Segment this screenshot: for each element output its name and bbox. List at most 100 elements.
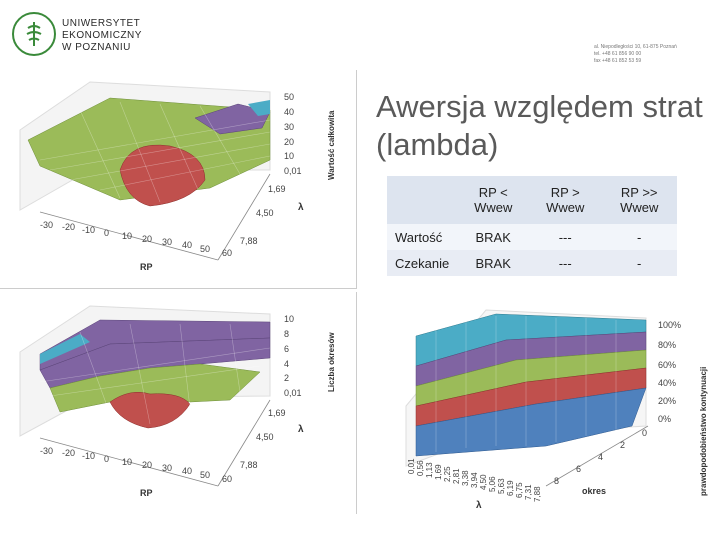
- rp-tick: 40: [182, 466, 192, 476]
- rp-tick: 20: [142, 460, 152, 470]
- x-axis-label: RP: [140, 488, 153, 498]
- z-tick: 50: [284, 92, 294, 102]
- x-axis-label: RP: [140, 262, 153, 272]
- rp-tick: 0: [104, 228, 109, 238]
- table-cell: ---: [529, 250, 602, 276]
- logo-line: UNIWERSYTET: [62, 18, 141, 29]
- table-cell: ---: [529, 224, 602, 250]
- lambda-tick: 4,50: [256, 432, 274, 442]
- y-axis-label: λ: [298, 202, 304, 213]
- lambda-tick: 1,69: [268, 184, 286, 194]
- rp-tick: 40: [182, 240, 192, 250]
- z-tick: 2: [284, 373, 289, 383]
- rp-tick: -20: [62, 448, 75, 458]
- surface-chart-total-value: 50 40 30 20 10 0,01 Wartość całkowita 1,…: [0, 70, 357, 289]
- header-text: RP < Wwew: [474, 185, 513, 215]
- z-tick: 40%: [658, 378, 676, 388]
- surface-chart-svg: 50 40 30 20 10 0,01 Wartość całkowita 1,…: [19, 81, 336, 272]
- lambda-tick: 7,88: [240, 236, 258, 246]
- z-axis-label: Wartość całkowita: [327, 110, 336, 180]
- address-line: al. Niepodległości 10, 61-875 Poznań: [594, 44, 677, 50]
- row-label: Wartość: [387, 224, 458, 250]
- rp-tick: 60: [222, 474, 232, 484]
- rp-tick: 30: [162, 237, 172, 247]
- z-tick: 80%: [658, 340, 676, 350]
- z-axis-label: Liczba okresów: [327, 332, 336, 392]
- surface-chart-svg: 10 8 6 4 2 0,01 Liczba okresów 1,69 4,50…: [19, 305, 336, 498]
- lambda-tick: 0,56: [416, 460, 425, 476]
- okres-tick: 2: [620, 440, 625, 450]
- rp-tick: 10: [122, 457, 132, 467]
- z-tick: 40: [284, 107, 294, 117]
- z-tick: 20: [284, 137, 294, 147]
- z-tick: 20%: [658, 396, 676, 406]
- z-tick: 10: [284, 314, 294, 324]
- rp-tick: -20: [62, 222, 75, 232]
- table-cell: -: [601, 250, 678, 276]
- logo-line: EKONOMICZNY: [62, 30, 142, 41]
- logo-line: W POZNANIU: [62, 42, 131, 53]
- table-header-cell: RP >> Wwew: [601, 176, 678, 224]
- surface-chart-svg: 100% 80% 60% 40% 20% 0% prawdopodobieńst…: [405, 309, 708, 511]
- row-label: Czekanie: [387, 250, 458, 276]
- lambda-tick: 1,69: [268, 408, 286, 418]
- slide-title: Awersja względem strat (lambda): [376, 89, 703, 162]
- table-row: Wartość BRAK --- -: [387, 224, 678, 250]
- surface-chart-continuation-probability: 100% 80% 60% 40% 20% 0% prawdopodobieńst…: [396, 296, 716, 514]
- rp-tick: 30: [162, 463, 172, 473]
- table-cell: BRAK: [457, 224, 530, 250]
- rp-tick: 50: [200, 244, 210, 254]
- header-text: RP > Wwew: [546, 185, 585, 215]
- z-tick: 6: [284, 344, 289, 354]
- comparison-table: RP < Wwew RP > Wwew RP >> Wwew Wartość B…: [387, 176, 678, 276]
- university-seal-icon: [12, 12, 56, 56]
- z-tick: 10: [284, 151, 294, 161]
- rp-tick: -30: [40, 446, 53, 456]
- lambda-tick: 5,63: [497, 478, 506, 494]
- table-header-cell: [387, 176, 458, 224]
- lambda-tick: 1,13: [425, 462, 434, 478]
- surface-chart-number-of-periods: 10 8 6 4 2 0,01 Liczba okresów 1,69 4,50…: [0, 292, 357, 514]
- lambda-tick: 5,06: [488, 476, 497, 492]
- lambda-tick: 7,31: [524, 484, 533, 500]
- table-header-cell: RP < Wwew: [457, 176, 530, 224]
- okres-tick: 8: [554, 476, 559, 486]
- address-block: al. Niepodległości 10, 61-875 Poznań tel…: [594, 44, 677, 65]
- z-tick: 0,01: [284, 388, 302, 398]
- okres-tick: 4: [598, 452, 603, 462]
- rp-tick: 50: [200, 470, 210, 480]
- table-header-row: RP < Wwew RP > Wwew RP >> Wwew: [387, 176, 678, 224]
- rp-tick: 0: [104, 454, 109, 464]
- okres-tick: 0: [642, 428, 647, 438]
- z-tick: 8: [284, 329, 289, 339]
- x-axis-label: λ: [476, 500, 482, 511]
- z-tick: 30: [284, 122, 294, 132]
- university-logo: UNIWERSYTET EKONOMICZNY W POZNANIU: [12, 12, 141, 60]
- rp-tick: -10: [82, 225, 95, 235]
- rp-tick: 60: [222, 248, 232, 258]
- table-header-cell: RP > Wwew: [529, 176, 602, 224]
- lambda-tick: 4,50: [256, 208, 274, 218]
- address-line: fax +48 61 852 53 59: [594, 58, 642, 64]
- lambda-tick: 6,75: [515, 482, 524, 498]
- header-text: RP >> Wwew: [620, 185, 659, 215]
- table-row: Czekanie BRAK --- -: [387, 250, 678, 276]
- rp-tick: 20: [142, 234, 152, 244]
- rp-tick: -10: [82, 451, 95, 461]
- lambda-tick: 3,38: [461, 470, 470, 486]
- z-axis-label: prawdopodobieństwo kontynuacji: [699, 367, 708, 496]
- table-cell: -: [601, 224, 678, 250]
- z-tick: 0,01: [284, 166, 302, 176]
- lambda-tick: 2,81: [452, 468, 461, 484]
- y-axis-label: λ: [298, 424, 304, 435]
- lambda-tick: 7,88: [533, 486, 542, 502]
- lambda-tick: 1,69: [434, 464, 443, 480]
- lambda-tick: 6,19: [506, 480, 515, 496]
- table-cell: BRAK: [457, 250, 530, 276]
- lambda-tick: 3,94: [470, 472, 479, 488]
- rp-tick: 10: [122, 231, 132, 241]
- address-line: tel. +48 61 856 90 00: [594, 51, 642, 57]
- y-axis-label: okres: [582, 486, 606, 496]
- rp-tick: -30: [40, 220, 53, 230]
- z-tick: 0%: [658, 414, 671, 424]
